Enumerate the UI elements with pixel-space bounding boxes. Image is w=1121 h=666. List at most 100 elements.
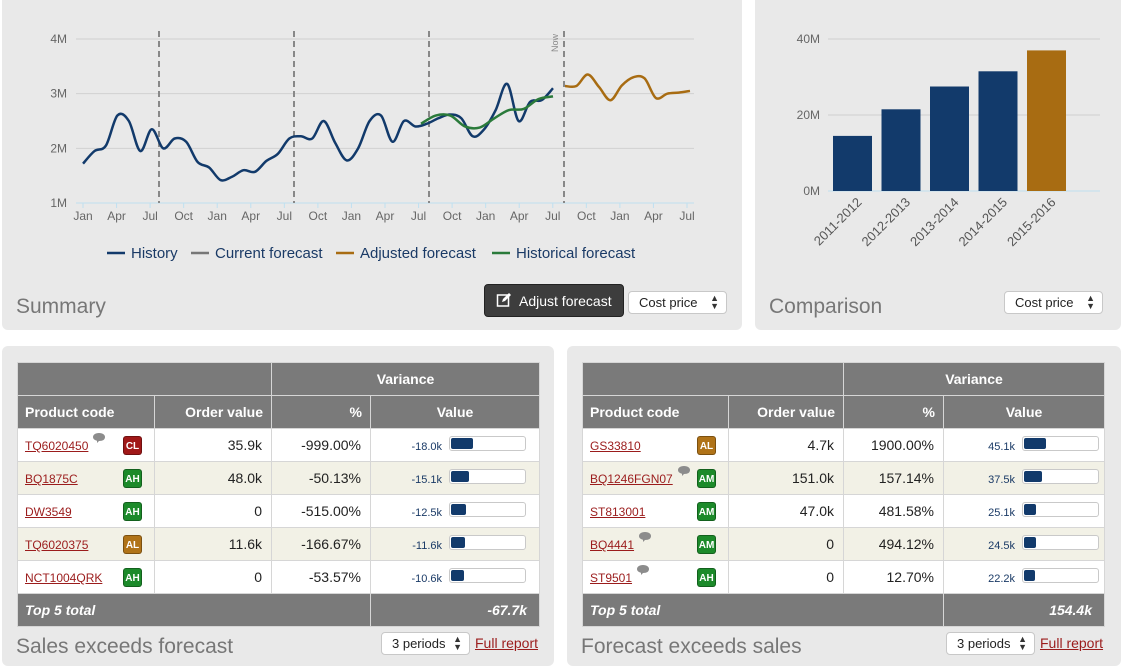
product-code-link[interactable]: TQ6020375 [25, 538, 89, 552]
variance-value-text: -10.6k [411, 573, 443, 585]
x-tick-label: Oct [174, 209, 193, 223]
table-row: GS33810 AL 4.7k 1900.00% 45.1k [582, 428, 1106, 462]
product-code-link[interactable]: TQ6020450 [25, 439, 89, 453]
forecast-period-select[interactable]: 3 periods ▲ ▼ [946, 632, 1035, 655]
x-tick-label: Oct [309, 209, 328, 223]
bar-2011-2012[interactable] [833, 135, 872, 191]
comment-icon[interactable] [636, 564, 650, 576]
y-tick-label: 0M [803, 184, 820, 198]
sales-period-select-value: 3 periods [392, 636, 446, 651]
legend-label[interactable]: History [131, 245, 178, 262]
variance-value-cell: -10.6k [369, 560, 541, 594]
variance-bar-fill [1024, 537, 1036, 548]
variance-value-cell: -15.1k [369, 461, 541, 495]
comment-icon[interactable] [677, 465, 691, 477]
percent-cell: 1900.00% [843, 428, 944, 462]
x-tick-label: Jul [411, 209, 426, 223]
percent-cell: 481.58% [843, 494, 944, 528]
product-code-link[interactable]: GS33810 [590, 439, 641, 453]
status-badge: AL [123, 535, 142, 554]
comment-icon[interactable] [92, 432, 106, 444]
bar-2015-2016[interactable] [1027, 50, 1066, 192]
col-order-value[interactable]: Order value [728, 395, 844, 429]
variance-bar-fill [1024, 570, 1035, 581]
variance-value-cell: -18.0k [369, 428, 541, 462]
forecast-full-report-link[interactable]: Full report [1040, 635, 1104, 651]
variance-value-text: 37.5k [988, 474, 1016, 486]
order-value-cell: 0 [728, 527, 844, 561]
order-value-cell: 0 [154, 560, 272, 594]
bar-2014-2015[interactable] [978, 71, 1018, 191]
product-code-link[interactable]: NCT1004QRK [25, 571, 103, 585]
x-tick-label: Apr [510, 209, 529, 223]
status-badge: AL [697, 436, 716, 455]
product-code-link[interactable]: ST9501 [590, 571, 633, 585]
x-tick-label: Apr [644, 209, 663, 223]
y-tick-label: 40M [797, 32, 820, 46]
forecast-exceeds-panel: Variance Product code Order value % Valu… [567, 346, 1121, 666]
product-code-link[interactable]: BQ1246FGN07 [590, 472, 673, 486]
variance-bar [449, 436, 526, 451]
table-row: ST9501 AH 0 12.70% 22.2k [582, 560, 1106, 594]
comment-icon[interactable] [638, 531, 652, 543]
bar-2013-2014[interactable] [930, 86, 969, 192]
legend-label[interactable]: Current forecast [215, 245, 323, 262]
now-label: Now [550, 33, 560, 52]
summary-price-select[interactable]: Cost price ▲ ▼ [628, 291, 727, 314]
variance-bar [1022, 469, 1099, 484]
product-code-cell: TQ6020375 AL [17, 527, 155, 561]
variance-value-cell: -11.6k [369, 527, 541, 561]
product-code-cell: BQ1875C AH [17, 461, 155, 495]
product-code-link[interactable]: DW3549 [25, 505, 72, 519]
col-product-code[interactable]: Product code [582, 395, 729, 429]
col-order-value[interactable]: Order value [154, 395, 272, 429]
x-tick-label: Jul [277, 209, 292, 223]
x-tick-label: Oct [443, 209, 462, 223]
percent-cell: 12.70% [843, 560, 944, 594]
legend-label[interactable]: Adjusted forecast [360, 245, 477, 262]
variance-bar [1022, 535, 1099, 550]
sales-exceeds-table: Variance Product code Order value % Valu… [17, 362, 541, 627]
sales-exceeds-panel: Variance Product code Order value % Valu… [2, 346, 554, 666]
variance-value-text: -15.1k [411, 474, 443, 486]
order-value-cell: 0 [728, 560, 844, 594]
y-tick-label: 1M [50, 196, 67, 210]
product-code-link[interactable]: BQ1875C [25, 472, 78, 486]
product-code-link[interactable]: ST813001 [590, 505, 646, 519]
order-value-cell: 11.6k [154, 527, 272, 561]
table-row: TQ6020375 AL 11.6k -166.67% -11.6k [17, 527, 541, 561]
col-value[interactable]: Value [942, 395, 1106, 429]
col-percent[interactable]: % [843, 395, 944, 429]
series-line-history [82, 82, 554, 182]
x-tick-label: Jul [545, 209, 560, 223]
sales-period-select[interactable]: 3 periods ▲ ▼ [381, 632, 470, 655]
table-row: BQ1875C AH 48.0k -50.13% -15.1k [17, 461, 541, 495]
comparison-price-select[interactable]: Cost price ▲ ▼ [1004, 291, 1103, 314]
product-code-cell: GS33810 AL [582, 428, 729, 462]
x-tick-label: 2015-2016 [1004, 195, 1059, 250]
summary-panel: 4M 3M 2M 1M Jan Apr Jul Oct Jan Apr Jul Oct Jan Apr J… [2, 0, 742, 330]
variance-bar-fill [451, 570, 464, 581]
percent-cell: -166.67% [271, 527, 371, 561]
sales-full-report-link[interactable]: Full report [475, 635, 539, 651]
total-row: Top 5 total 154.4k [582, 593, 1106, 627]
product-code-cell: TQ6020450 CL [17, 428, 155, 462]
product-code-cell: BQ4441 AM [582, 527, 729, 561]
percent-cell: 494.12% [843, 527, 944, 561]
series-line-adjusted-forecast [564, 73, 691, 102]
legend-label[interactable]: Historical forecast [516, 245, 636, 262]
col-percent[interactable]: % [271, 395, 371, 429]
status-badge: AH [697, 568, 716, 587]
product-code-link[interactable]: BQ4441 [590, 538, 635, 552]
adjust-forecast-button[interactable]: Adjust forecast [484, 284, 624, 317]
product-code-cell: NCT1004QRK AH [17, 560, 155, 594]
total-label: Top 5 total [582, 593, 944, 627]
y-tick-label: 2M [50, 141, 67, 155]
variance-bar-fill [1024, 438, 1046, 449]
col-value[interactable]: Value [369, 395, 541, 429]
table-header-blank [582, 362, 844, 396]
col-product-code[interactable]: Product code [17, 395, 155, 429]
y-tick-label: 3M [50, 87, 67, 101]
variance-bar-fill [451, 537, 465, 548]
bar-2012-2013[interactable] [881, 109, 921, 191]
